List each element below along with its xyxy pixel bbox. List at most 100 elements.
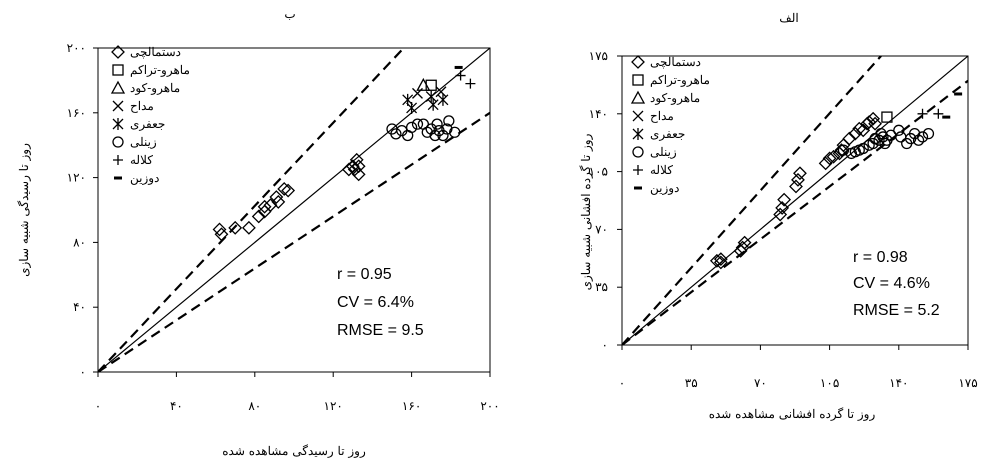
data-point-diamond bbox=[842, 131, 857, 146]
data-point-diamond bbox=[713, 252, 728, 267]
y-tick-label: ۰ bbox=[80, 365, 86, 379]
y-tick-label: ۲۰۰ bbox=[67, 41, 86, 55]
legend-label: جعفری bbox=[130, 117, 165, 131]
legend-marker-dash bbox=[114, 176, 122, 180]
legend-label: دوزین bbox=[650, 181, 679, 195]
legend-marker-dash bbox=[634, 186, 642, 190]
x-tick-label: ۲۰۰ bbox=[480, 399, 499, 413]
stat-r: r = 0.98 bbox=[853, 249, 908, 266]
x-tick-label: ۷۰ bbox=[754, 376, 767, 390]
chart-alef: الف ۰ ۳۵ ۷۰ ۱۰۵ ۱۴۰ ۱۷۵ ۰ ۳۵ ۷۰ ۱۰۵ ۱۴۰ ۱۷۵ روز تا گر… bbox=[579, 11, 978, 421]
legend-marker-square bbox=[632, 74, 644, 86]
y-tick-label: ۱۲۰ bbox=[67, 171, 86, 185]
x-axis-label: روز تا گرده افشانی مشاهده شده bbox=[709, 407, 876, 421]
data-point-diamond bbox=[349, 152, 364, 167]
data-point-diamond bbox=[263, 198, 278, 213]
one-to-one-line bbox=[622, 56, 968, 345]
data-point-diamond bbox=[818, 156, 833, 171]
legend-label: مداح bbox=[650, 109, 674, 123]
data-point-dash bbox=[454, 65, 463, 69]
data-point-diamond bbox=[212, 222, 227, 237]
x-tick-label: ۰ bbox=[619, 376, 625, 390]
data-point-circle bbox=[922, 127, 935, 140]
y-tick-label: ۰ bbox=[602, 338, 608, 352]
x-tick-label: ۸۰ bbox=[248, 399, 261, 413]
one-to-one-line bbox=[98, 48, 490, 372]
plot-frame bbox=[621, 55, 969, 346]
legend-marker-triangle bbox=[110, 80, 126, 94]
data-point-plus bbox=[455, 70, 466, 81]
data-point-square bbox=[881, 111, 893, 123]
data-point-x bbox=[435, 86, 447, 98]
data-point-dash bbox=[942, 115, 951, 119]
y-tick-label: ۷۰ bbox=[595, 222, 608, 236]
y-tick-label: ۱۶۰ bbox=[67, 106, 86, 120]
dashed-bound-line bbox=[98, 111, 490, 372]
data-point-dash bbox=[954, 92, 963, 96]
legend-marker-triangle bbox=[630, 90, 646, 104]
data-point-circle bbox=[405, 121, 418, 134]
legend-label: کلاله bbox=[130, 153, 153, 167]
y-tick-label: ۱۴۰ bbox=[589, 107, 608, 121]
x-tick-label: ۳۵ bbox=[685, 376, 698, 390]
data-point-diamond bbox=[257, 199, 272, 214]
data-point-plus bbox=[933, 108, 944, 119]
y-tick-label: ۳۵ bbox=[595, 280, 608, 294]
legend-label: ماهرو-کود bbox=[130, 81, 180, 95]
y-axis-label: روز تا رسیدگی شبیه سازی bbox=[17, 143, 31, 277]
y-tick-label: ۱۰۵ bbox=[589, 165, 608, 179]
legend-marker-plus bbox=[113, 155, 123, 165]
data-point-x bbox=[412, 87, 423, 99]
x-tick-label: ۱۷۵ bbox=[958, 376, 977, 390]
data-point-diamond bbox=[271, 194, 286, 209]
data-point-triangle bbox=[416, 77, 431, 91]
data-point-circle bbox=[443, 115, 455, 127]
data-point-plus bbox=[465, 78, 476, 89]
data-point-diamond bbox=[341, 162, 356, 177]
data-point-circle bbox=[895, 131, 907, 143]
data-point-diamond bbox=[709, 253, 724, 268]
data-point-diamond bbox=[834, 143, 849, 158]
data-point-diamond bbox=[269, 190, 284, 204]
x-tick-label: ۴۰ bbox=[170, 399, 183, 413]
dashed-bound-line bbox=[622, 56, 882, 345]
dashed-bound-line bbox=[622, 79, 968, 345]
data-point-diamond bbox=[791, 172, 805, 187]
legend-marker-plus bbox=[633, 165, 643, 175]
data-point-diamond bbox=[777, 192, 792, 207]
data-point-diamond bbox=[822, 151, 837, 166]
legend-marker-asterisk bbox=[112, 118, 124, 130]
data-point-circle bbox=[411, 118, 424, 130]
x-tick-label: ۱۴۰ bbox=[889, 376, 908, 390]
data-point-diamond bbox=[345, 159, 360, 174]
legend-label: مداح bbox=[130, 99, 154, 113]
legend-label: ماهرو-تراکم bbox=[130, 63, 190, 77]
data-point-circle bbox=[873, 134, 885, 146]
data-point-diamond bbox=[856, 123, 871, 138]
data-point-diamond bbox=[228, 220, 243, 235]
y-tick-label: ۱۷۵ bbox=[589, 49, 608, 63]
data-point-circle bbox=[857, 142, 869, 155]
data-point-diamond bbox=[826, 149, 841, 164]
legend-marker-asterisk bbox=[632, 128, 644, 140]
data-point-square bbox=[425, 79, 437, 91]
dashed-bound-line bbox=[98, 48, 405, 372]
data-point-diamond bbox=[251, 209, 266, 224]
data-point-circle bbox=[437, 129, 449, 142]
data-point-diamond bbox=[277, 182, 292, 196]
data-point-circle bbox=[421, 126, 433, 138]
data-point-asterisk bbox=[437, 93, 449, 106]
data-point-circle bbox=[449, 126, 461, 138]
data-point-circle bbox=[916, 131, 929, 143]
legend-marker-diamond bbox=[111, 45, 125, 59]
data-point-circle bbox=[441, 123, 453, 135]
data-point-diamond bbox=[737, 235, 752, 250]
data-point-circle bbox=[912, 134, 925, 146]
data-point-diamond bbox=[351, 167, 366, 182]
legend-label: زینلی bbox=[130, 135, 157, 149]
data-point-diamond bbox=[773, 207, 788, 222]
x-tick-label: ۱۶۰ bbox=[402, 399, 421, 413]
data-point-diamond bbox=[789, 179, 803, 194]
legend-marker-x bbox=[112, 100, 124, 112]
